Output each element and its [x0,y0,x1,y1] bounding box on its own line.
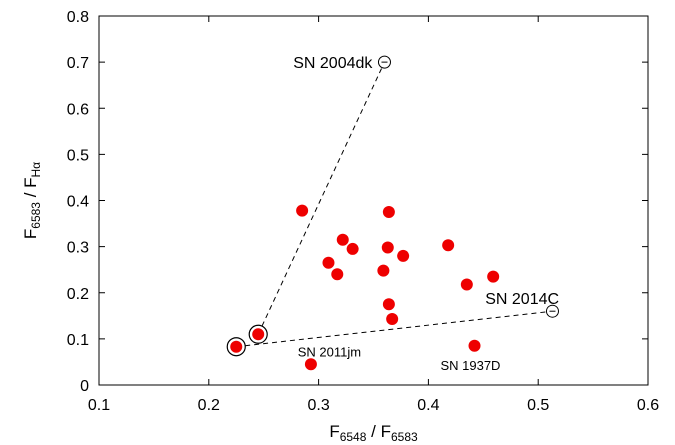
y-tick-label: 0.2 [67,286,89,303]
data-point [397,249,410,262]
data-point [252,328,265,341]
dashed-lines [236,61,553,348]
annotation-label: SN 2011jm [298,344,361,359]
x-tick-label: 0.4 [417,397,439,414]
data-point [381,241,394,254]
data-point [382,298,395,311]
y-tick-label: 0.3 [67,240,89,257]
x-tick-label: 0.6 [637,397,659,414]
y-tick-label: 0.5 [67,147,89,164]
data-point [468,339,481,352]
data-point [442,239,455,252]
y-tick-label: 0.4 [67,194,89,211]
data-point [386,313,399,326]
data-point [322,256,335,269]
data-point [382,206,395,219]
data-point [487,270,500,283]
annotation-label: SN 2014C [485,291,559,308]
annotation-label: SN 2004dk [293,55,373,72]
data-point [331,268,344,281]
y-tick-label: 0.1 [67,332,89,349]
x-tick-label: 0.2 [198,397,220,414]
data-point [230,340,243,353]
dashed-connector [236,310,553,348]
highlight-ring [226,337,246,357]
y-tick-label: 0 [80,378,89,395]
highlight-ring [248,324,268,344]
dashed-connector [257,61,385,335]
axis-ticks: 0.1 0.2 0.3 0.4 0.5 0.6 0 0.1 0.2 0.3 0.4 0.5 0.6 0.7… [67,9,659,414]
data-point [336,233,349,246]
data-point [377,264,390,277]
x-tick-label: 0.1 [88,397,110,414]
data-point [296,204,309,217]
y-axis-label: F6583 / FHα [21,162,43,239]
y-tick-label: 0.8 [67,9,89,26]
y-tick-label: 0.6 [67,101,89,118]
data-points [226,55,559,371]
plot-frame [98,15,649,386]
x-tick-label: 0.5 [527,397,549,414]
x-axis-label: F6548 / F6583 [329,422,418,444]
data-point [346,242,359,255]
data-point [304,358,317,371]
y-tick-label: 0.7 [67,55,89,72]
annotations: SN 2004dk SN 2014C SN 2011jm SN 1937D [293,55,559,373]
annotation-label: SN 1937D [440,358,500,373]
x-tick-label: 0.3 [307,397,329,414]
data-point [460,278,473,291]
